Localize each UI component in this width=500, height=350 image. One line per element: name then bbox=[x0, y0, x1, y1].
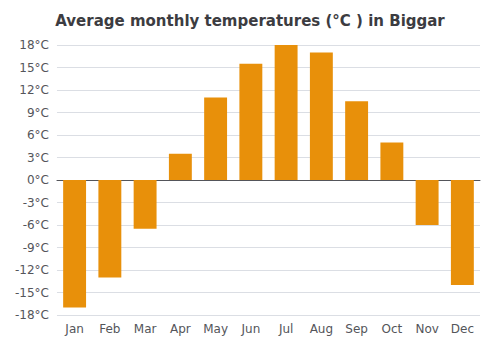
svg-text:Mar: Mar bbox=[134, 322, 157, 336]
svg-text:Jul: Jul bbox=[278, 322, 293, 336]
svg-text:-3°C: -3°C bbox=[23, 196, 49, 210]
svg-text:Oct: Oct bbox=[381, 322, 402, 336]
svg-text:9°C: 9°C bbox=[27, 106, 49, 120]
svg-text:Feb: Feb bbox=[99, 322, 120, 336]
svg-text:3°C: 3°C bbox=[27, 151, 49, 165]
svg-text:-18°C: -18°C bbox=[15, 308, 49, 322]
svg-text:18°C: 18°C bbox=[19, 38, 49, 52]
svg-text:May: May bbox=[203, 322, 228, 336]
svg-text:6°C: 6°C bbox=[27, 128, 49, 142]
svg-text:-12°C: -12°C bbox=[15, 263, 49, 277]
svg-text:Jan: Jan bbox=[64, 322, 84, 336]
svg-text:-6°C: -6°C bbox=[23, 218, 49, 232]
svg-text:0°C: 0°C bbox=[27, 173, 49, 187]
svg-text:Sep: Sep bbox=[345, 322, 368, 336]
svg-text:Jun: Jun bbox=[240, 322, 260, 336]
svg-text:15°C: 15°C bbox=[19, 61, 49, 75]
svg-text:Dec: Dec bbox=[451, 322, 474, 336]
svg-text:Nov: Nov bbox=[415, 322, 438, 336]
svg-text:12°C: 12°C bbox=[19, 83, 49, 97]
svg-text:Apr: Apr bbox=[170, 322, 191, 336]
svg-text:Aug: Aug bbox=[310, 322, 333, 336]
svg-text:-9°C: -9°C bbox=[23, 241, 49, 255]
svg-text:-15°C: -15°C bbox=[15, 286, 49, 300]
svg-text:Average monthly temperatures (: Average monthly temperatures (°C ) in Bi… bbox=[55, 12, 445, 30]
